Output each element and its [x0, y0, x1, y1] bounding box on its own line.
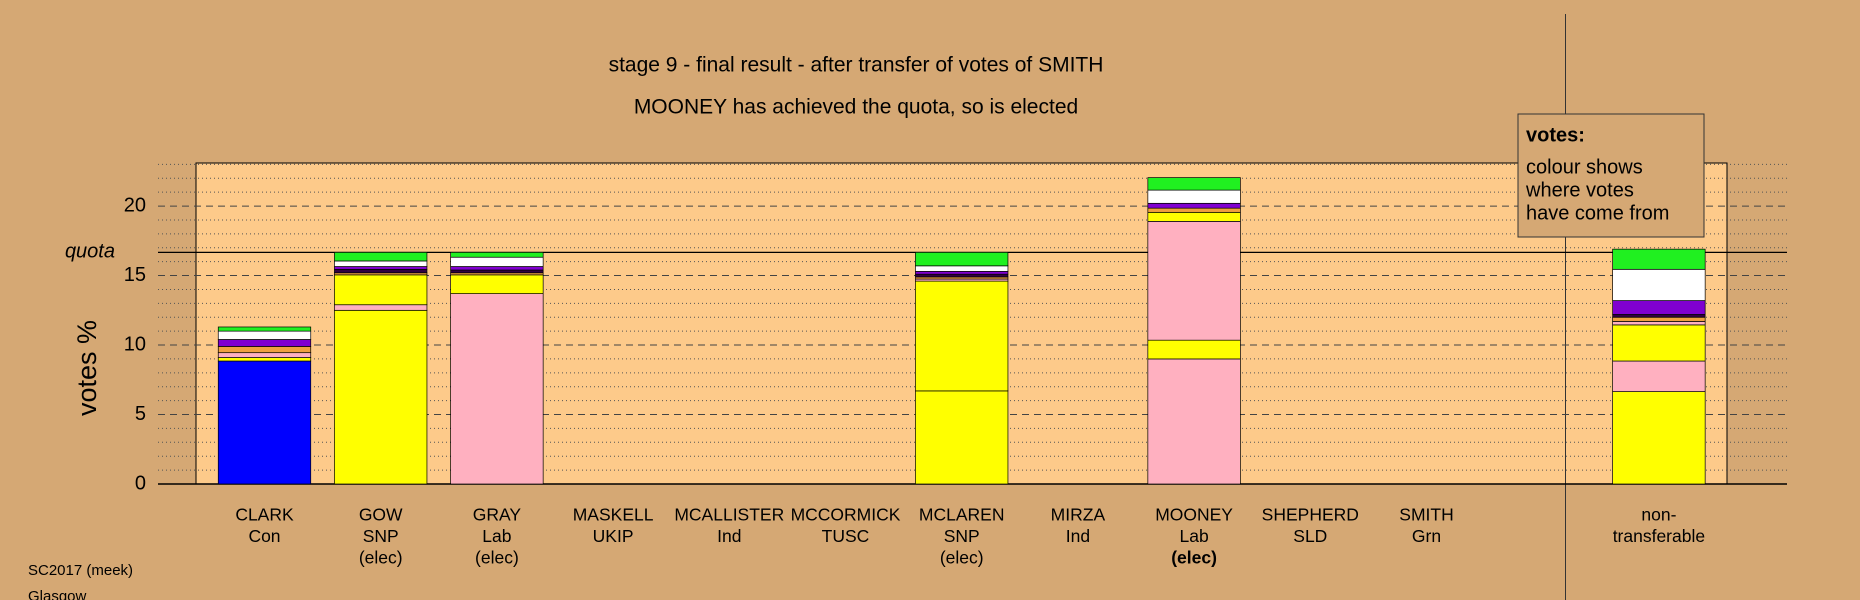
y-axis-label: votes %: [72, 320, 102, 416]
bar-segment: [334, 304, 428, 311]
bar-segment: [450, 269, 544, 274]
bar-segment: [1612, 324, 1706, 362]
bar-segment: [1612, 391, 1706, 485]
bar-segment: [334, 266, 428, 270]
x-tick-label: transferable: [1613, 526, 1705, 546]
bar-segment: [217, 346, 312, 354]
bar-segment: [915, 252, 1009, 267]
bar-segment: [915, 390, 1009, 485]
x-tick-label: Ind: [1066, 526, 1090, 546]
note-line: colour shows: [1526, 156, 1643, 178]
bar-segment: [217, 357, 312, 362]
bar-segment: [1612, 268, 1706, 301]
x-tick-label: Ind: [717, 526, 741, 546]
note-box: [1517, 113, 1705, 238]
y-tick-label: 15: [124, 264, 146, 286]
bar-segment: [1612, 248, 1706, 270]
x-tick-label: non-: [1641, 505, 1676, 525]
x-tick-label: UKIP: [593, 526, 634, 546]
bar-segment: [1147, 202, 1241, 209]
x-tick-label: TUSC: [822, 526, 870, 546]
bar-segment: [334, 252, 428, 262]
x-tick-label: SHEPHERD: [1262, 505, 1359, 525]
note-heading: votes:: [1526, 124, 1585, 146]
x-tick-label: Lab: [482, 526, 511, 546]
bar-segment: [1612, 316, 1706, 322]
bar-segment: [450, 274, 544, 294]
x-tick-label: SLD: [1293, 526, 1327, 546]
note-line: where votes: [1525, 179, 1634, 201]
y-tick-label: 10: [124, 333, 146, 355]
bar-segment: [450, 256, 544, 267]
bars: [217, 177, 1706, 485]
bar-segment: [334, 309, 428, 485]
bar-segment: [915, 273, 1009, 278]
bar-segment: [1147, 211, 1241, 222]
x-tick-label: MCLAREN: [919, 505, 1005, 525]
bar-segment: [334, 274, 428, 306]
labels: 05101520CLARKConGOWSNP(elec)GRAYLab(elec…: [65, 194, 1705, 567]
y-tick-label: 0: [135, 472, 146, 494]
note-line: have come from: [1526, 202, 1669, 224]
bar-segment: [1612, 321, 1706, 326]
bar-segment: [915, 271, 1009, 275]
quota-label: quota: [65, 241, 115, 263]
x-tick-label: Con: [248, 526, 280, 546]
chart-title: stage 9 - final result - after transfer …: [609, 54, 1104, 77]
bar-segment: [450, 293, 544, 485]
bar-segment: [1612, 300, 1706, 315]
footer-text: Glasgow: [28, 588, 87, 600]
bar-segment: [217, 339, 312, 347]
bar-segment: [1147, 207, 1241, 213]
x-tick-label: Grn: [1412, 526, 1441, 546]
x-tick-label: MCALLISTER: [674, 505, 784, 525]
x-tick-label: CLARK: [235, 505, 294, 525]
bar-segment: [1147, 221, 1241, 341]
x-tick-label: SNP: [363, 526, 399, 546]
bar-segment: [1612, 314, 1706, 318]
bar-segment: [450, 266, 544, 271]
footer-text: SC2017 (meek): [28, 562, 133, 579]
x-tick-label: Lab: [1179, 526, 1208, 546]
bar-segment: [1147, 189, 1241, 204]
x-tick-label: SNP: [944, 526, 980, 546]
bar-segment: [915, 265, 1009, 272]
x-tick-label: MIRZA: [1051, 505, 1106, 525]
bar-segment: [450, 252, 544, 258]
bar-segment: [1147, 177, 1241, 191]
x-tick-label: (elec): [940, 548, 984, 568]
bar-segment: [1612, 360, 1706, 392]
x-tick-label: (elec): [359, 548, 403, 568]
bar-segment: [1147, 358, 1241, 485]
bar-segment: [1147, 339, 1241, 360]
x-tick-label: (elec): [1171, 548, 1217, 568]
bar-segment: [217, 360, 312, 485]
bar-segment: [334, 260, 428, 267]
y-tick-label: 5: [135, 403, 146, 425]
bar-segment: [334, 268, 428, 274]
x-tick-label: GOW: [359, 505, 403, 525]
bar-segment: [217, 330, 312, 340]
y-tick-label: 20: [124, 194, 146, 216]
x-tick-label: MCCORMICK: [791, 505, 901, 525]
x-tick-label: SMITH: [1399, 505, 1453, 525]
bar-segment: [217, 326, 312, 332]
x-tick-label: (elec): [475, 548, 519, 568]
x-tick-label: MASKELL: [573, 505, 654, 525]
bar-segment: [915, 280, 1009, 392]
x-tick-label: MOONEY: [1155, 505, 1233, 525]
bar-segment: [217, 352, 312, 358]
x-tick-label: GRAY: [473, 505, 522, 525]
chart-subtitle: MOONEY has achieved the quota, so is ele…: [634, 96, 1078, 119]
